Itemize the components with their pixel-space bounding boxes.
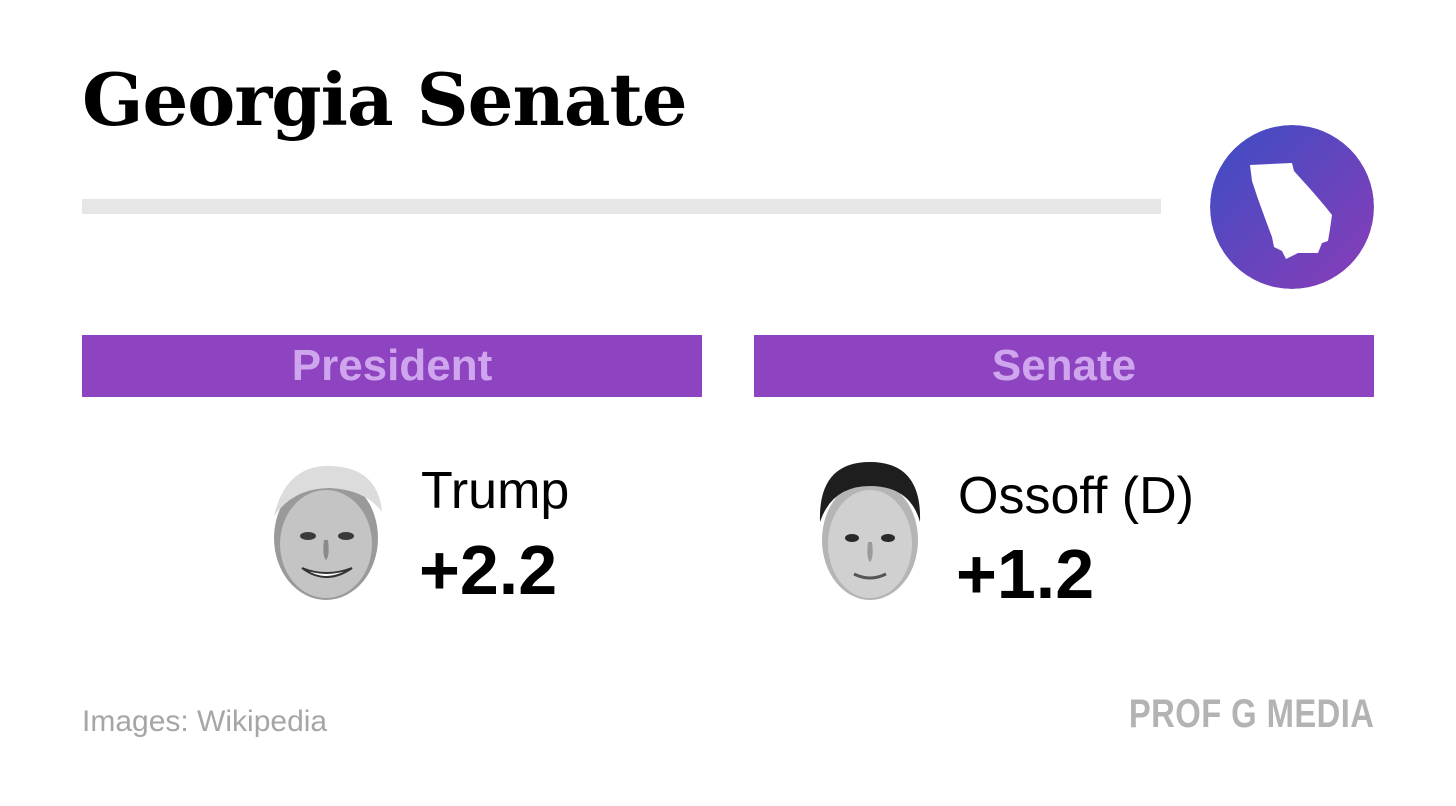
page-title: Georgia Senate — [82, 57, 688, 142]
ossoff-margin: +1.2 — [956, 535, 1095, 613]
title-divider — [82, 199, 1161, 214]
image-credit: Images: Wikipedia — [82, 705, 328, 738]
senate-column-header: Senate — [754, 335, 1374, 397]
president-column-header: President — [82, 335, 702, 397]
ossoff-portrait-image — [814, 456, 926, 602]
ossoff-name: Ossoff (D) — [958, 467, 1194, 525]
trump-name: Trump — [421, 462, 570, 520]
georgia-state-icon — [1210, 125, 1374, 289]
brand-logo: PROF G MEDIA — [1128, 692, 1374, 736]
trump-portrait-image — [266, 456, 386, 604]
trump-margin: +2.2 — [419, 531, 558, 609]
